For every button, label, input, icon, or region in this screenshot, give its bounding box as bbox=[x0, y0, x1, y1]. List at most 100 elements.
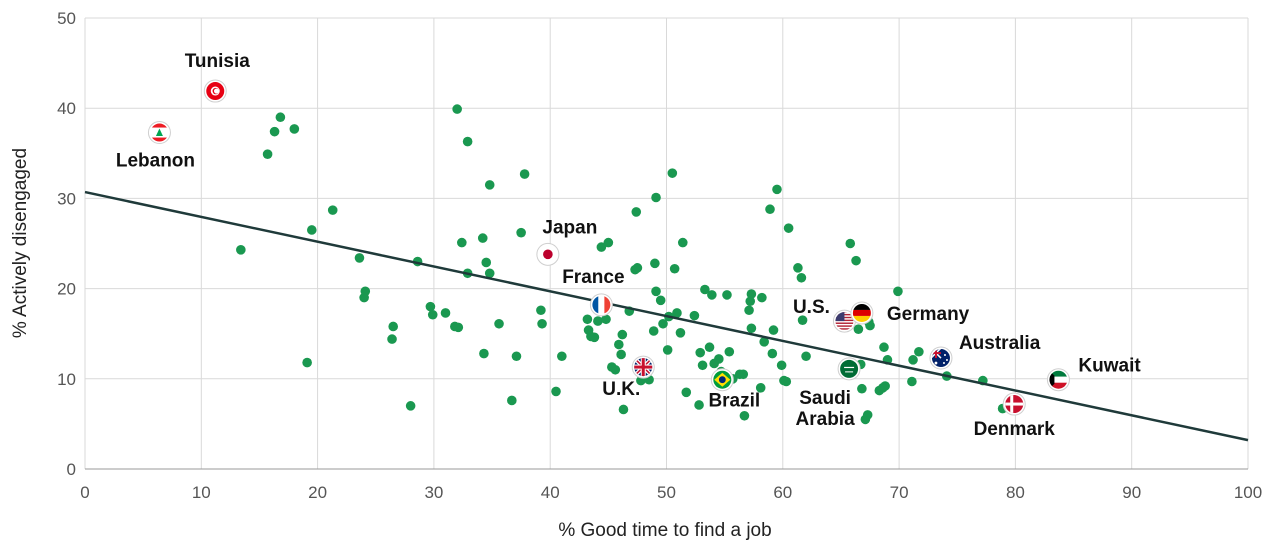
country-label: Germany bbox=[887, 304, 970, 325]
country-label: Australia bbox=[959, 333, 1041, 354]
data-point bbox=[648, 326, 659, 336]
data-point bbox=[755, 383, 766, 393]
country-markers bbox=[147, 79, 1070, 416]
x-tick-label: 100 bbox=[1234, 483, 1262, 502]
data-point bbox=[746, 289, 757, 299]
x-axis-title: % Good time to find a job bbox=[558, 520, 771, 541]
data-point bbox=[614, 339, 624, 350]
data-point bbox=[677, 237, 688, 248]
data-point bbox=[582, 314, 593, 325]
data-point bbox=[745, 296, 756, 307]
data-point bbox=[689, 310, 700, 321]
data-point bbox=[452, 104, 462, 114]
data-point bbox=[783, 223, 794, 233]
data-point bbox=[908, 355, 918, 365]
data-point bbox=[536, 305, 546, 316]
data-point bbox=[738, 369, 749, 380]
data-point bbox=[797, 315, 808, 325]
y-tick-label: 30 bbox=[57, 189, 76, 208]
data-point bbox=[757, 292, 767, 303]
data-point bbox=[880, 381, 890, 391]
data-point bbox=[781, 376, 792, 387]
country-label: Japan bbox=[542, 217, 597, 238]
data-point bbox=[681, 387, 692, 398]
data-point bbox=[914, 346, 924, 357]
y-tick-label: 50 bbox=[57, 9, 76, 28]
data-point bbox=[767, 348, 778, 359]
data-point bbox=[759, 337, 769, 347]
country-label: U.S. bbox=[793, 297, 830, 318]
uk-flag-icon bbox=[631, 355, 655, 379]
data-point bbox=[302, 357, 312, 368]
country-labels: Tunisia Lebanon Japan France U.K. Brazil U.S. G… bbox=[116, 51, 1142, 440]
x-tick-label: 80 bbox=[1006, 483, 1025, 502]
data-point bbox=[275, 112, 286, 123]
country-label: Kuwait bbox=[1078, 356, 1141, 377]
data-point bbox=[853, 324, 864, 334]
data-point bbox=[593, 316, 603, 326]
australia-flag-icon bbox=[929, 346, 953, 370]
data-point bbox=[744, 305, 754, 316]
data-point bbox=[453, 322, 464, 333]
data-point bbox=[388, 321, 398, 332]
data-points bbox=[236, 104, 1008, 425]
data-point bbox=[662, 345, 673, 355]
data-point bbox=[707, 290, 717, 300]
data-point bbox=[289, 124, 300, 134]
data-point bbox=[632, 263, 643, 273]
x-tick-label: 70 bbox=[890, 483, 909, 502]
data-point bbox=[746, 323, 757, 334]
data-point bbox=[695, 347, 706, 358]
y-axis-title: % Actively disengaged bbox=[10, 148, 31, 338]
data-point bbox=[519, 169, 530, 179]
country-label: Saudi Arabia bbox=[796, 388, 856, 430]
x-tick-label: 50 bbox=[657, 483, 676, 502]
data-point bbox=[893, 286, 903, 297]
data-point bbox=[507, 395, 517, 406]
data-point bbox=[405, 401, 416, 411]
data-point bbox=[617, 329, 628, 340]
us-flag-icon bbox=[832, 309, 856, 333]
country-label: France bbox=[562, 267, 624, 288]
tunisia-flag-icon bbox=[203, 79, 227, 103]
country-label: Lebanon bbox=[116, 151, 195, 172]
data-point bbox=[484, 268, 495, 279]
data-point bbox=[700, 284, 710, 295]
data-point bbox=[537, 318, 547, 329]
grid bbox=[84, 17, 1249, 470]
data-point bbox=[879, 342, 889, 353]
x-tick-label: 30 bbox=[424, 483, 443, 502]
data-point bbox=[651, 192, 661, 203]
data-point bbox=[907, 376, 917, 387]
data-point bbox=[440, 308, 451, 318]
kuwait-flag-icon bbox=[1046, 368, 1070, 392]
denmark-flag-icon bbox=[1002, 392, 1026, 416]
data-point bbox=[557, 351, 567, 362]
data-point bbox=[655, 295, 666, 306]
y-tick-label: 0 bbox=[67, 460, 76, 479]
y-axis-ticks: 0 10 20 30 40 50 bbox=[57, 9, 76, 479]
data-point bbox=[675, 327, 686, 338]
data-point bbox=[857, 383, 867, 394]
x-tick-label: 40 bbox=[541, 483, 560, 502]
data-point bbox=[772, 184, 782, 195]
data-point bbox=[796, 272, 807, 283]
x-tick-label: 10 bbox=[192, 483, 211, 502]
data-point bbox=[462, 136, 473, 147]
data-point bbox=[457, 237, 467, 248]
country-label: Tunisia bbox=[185, 51, 251, 72]
data-point bbox=[327, 205, 338, 215]
x-axis-ticks: 0 10 20 30 40 50 60 70 80 90 100 bbox=[80, 483, 1262, 502]
data-point bbox=[479, 348, 489, 359]
data-point bbox=[601, 314, 611, 325]
data-point bbox=[427, 309, 438, 320]
saudi-arabia-flag-icon bbox=[837, 357, 861, 381]
country-label: Brazil bbox=[708, 391, 760, 412]
data-point bbox=[724, 346, 735, 357]
data-point bbox=[387, 334, 397, 344]
data-point bbox=[714, 354, 724, 364]
x-tick-label: 90 bbox=[1122, 483, 1141, 502]
data-point bbox=[425, 301, 436, 312]
x-tick-label: 0 bbox=[80, 483, 89, 502]
